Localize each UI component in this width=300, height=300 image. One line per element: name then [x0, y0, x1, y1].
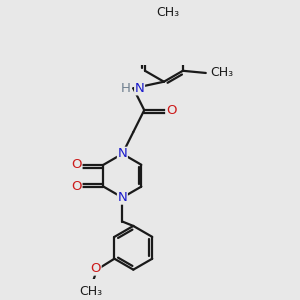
Text: CH₃: CH₃	[157, 6, 180, 19]
Text: O: O	[91, 262, 101, 275]
Text: N: N	[135, 82, 145, 95]
Text: CH₃: CH₃	[210, 67, 233, 80]
Text: H: H	[121, 82, 131, 95]
Text: O: O	[71, 158, 82, 171]
Text: N: N	[118, 147, 127, 160]
Text: O: O	[166, 103, 176, 117]
Text: N: N	[118, 191, 127, 204]
Text: CH₃: CH₃	[79, 285, 102, 298]
Text: O: O	[71, 180, 82, 193]
